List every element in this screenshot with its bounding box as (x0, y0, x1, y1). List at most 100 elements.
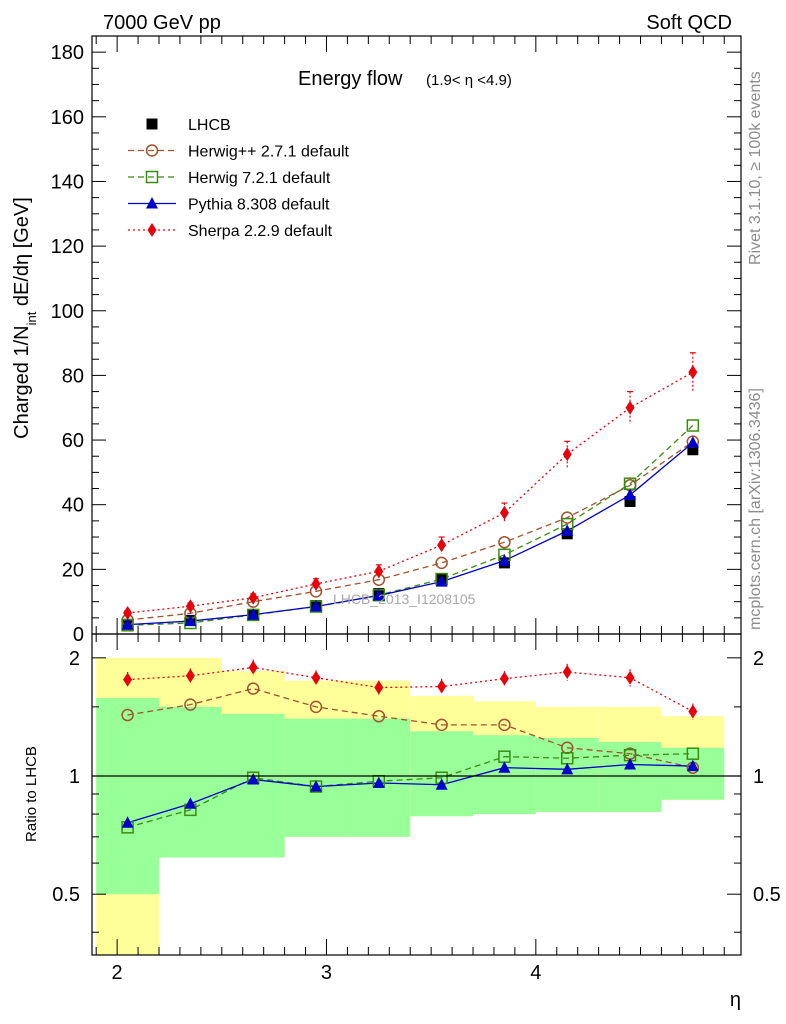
ratio-frame (91, 633, 742, 956)
legend: LHCB Herwig++ 2.7.1 default Herwig 7.2.1 d… (128, 117, 350, 240)
legend-marker-sherpa-2-2-9-default (147, 223, 157, 237)
mcplots-side-text: mcplots.cern.ch [arXiv:1306.3436] (747, 388, 764, 630)
pythia-8-308-default-line (127, 442, 694, 626)
sherpa-2-2-9-default-ratio-point (437, 679, 447, 694)
lhcb-point (687, 444, 699, 456)
pythia-8-308-default-ratio-point (624, 757, 637, 770)
pythia-8-308-default-point (624, 488, 637, 501)
top-ytick-label: 0 (73, 624, 84, 646)
herwig-2-7-1-default-ratio-line (127, 687, 693, 769)
sherpa-2-2-9-default-point (185, 599, 195, 614)
pythia-8-308-default-ratio-point (184, 797, 197, 809)
top-ytick-label: 100 (51, 301, 84, 323)
herwig-2-7-1-default-point (498, 535, 511, 549)
x-tick-label: 2 (112, 962, 123, 984)
herwig-2-7-1-default-ratio-point (372, 709, 386, 723)
ratio-series-markers (121, 659, 700, 834)
green-band-bin (598, 742, 662, 812)
sherpa-2-2-9-default-line (127, 371, 694, 614)
header-right: Soft QCD (646, 12, 732, 34)
green-band-bin (410, 731, 474, 817)
herwig-2-7-1-default-point (560, 511, 574, 524)
legend-label-sherpa-2-2-9-default: Sherpa 2.2.9 default (188, 223, 333, 240)
sherpa-2-2-9-default-ratio-point (248, 660, 258, 675)
pythia-8-308-default-ratio-point (121, 816, 134, 828)
legend-marker-lhcb (146, 118, 158, 130)
lhcb-point (624, 495, 636, 507)
pythia-8-308-default-point (184, 614, 197, 627)
legend-marker-pythia-8-308-default (146, 197, 158, 209)
pythia-8-308-default-point (435, 575, 448, 587)
sherpa-2-2-9-default-point (562, 447, 572, 462)
ratio-ytick-label-left: 0.5 (52, 884, 80, 906)
pythia-8-308-default-point (310, 600, 323, 612)
pythia-8-308-default-ratio-point (561, 762, 574, 775)
legend-marker-herwig-2-7-1-default (145, 144, 159, 157)
green-band-bin (473, 735, 536, 815)
legend-label-herwig-2-7-1-default: Herwig++ 2.7.1 default (188, 144, 350, 161)
top-series-lines (127, 371, 694, 626)
sherpa-2-2-9-default-point (248, 590, 258, 605)
sherpa-2-2-9-default-point (123, 605, 133, 620)
sherpa-2-2-9-default-ratio-point (499, 671, 509, 686)
sherpa-2-2-9-default-point (311, 576, 321, 591)
top-ytick-label: 160 (51, 107, 84, 129)
sherpa-2-2-9-default-ratio-point (688, 704, 698, 719)
sherpa-2-2-9-default-point (437, 538, 447, 553)
green-band-bin (158, 706, 222, 858)
sherpa-2-2-9-default-ratio-point (625, 670, 635, 685)
herwig-2-7-1-default-ratio-point (435, 718, 448, 732)
x-axis-label: η (730, 989, 741, 1011)
pythia-8-308-default-ratio-line (127, 763, 693, 824)
top-series-markers (121, 352, 700, 632)
herwig-2-7-1-default-ratio-point (121, 708, 134, 722)
top-ylabel-main: Charged 1/N (11, 325, 33, 438)
ratio-ytick-label-left: 2 (69, 648, 80, 670)
green-band-bin (221, 713, 285, 858)
pythia-8-308-default-ratio-point (247, 772, 260, 785)
ratio-ytick-label-right: 0.5 (753, 884, 781, 906)
green-band-bin (284, 718, 348, 837)
ratio-uncertainty-bands (96, 657, 725, 955)
legend-label-herwig-7-2-1-default: Herwig 7.2.1 default (188, 170, 331, 187)
herwig-2-7-1-default-ratio-point (309, 700, 323, 714)
x-tick-label: 4 (530, 962, 541, 984)
rivet-side-text: Rivet 3.1.10, ≥ 100k events (747, 71, 764, 265)
header-left: 7000 GeV pp (103, 12, 221, 34)
pythia-8-308-default-ratio-point (498, 761, 511, 773)
herwig-2-7-1-default-ratio-point (498, 718, 511, 732)
top-ylabel-sub: int (24, 311, 39, 325)
pythia-8-308-default-point (372, 589, 385, 601)
sherpa-2-2-9-default-ratio-point (311, 670, 321, 685)
herwig-2-7-1-default-line (127, 441, 694, 621)
legend-label-pythia-8-308-default: Pythia 8.308 default (188, 197, 330, 214)
pythia-8-308-default-point (686, 436, 699, 448)
top-ytick-label: 180 (51, 42, 84, 64)
sherpa-2-2-9-default-point (499, 505, 509, 520)
top-ytick-label: 80 (62, 365, 84, 387)
sherpa-2-2-9-default-ratio-point (185, 668, 195, 683)
top-ytick-label: 140 (51, 171, 84, 193)
sherpa-2-2-9-default-point (625, 400, 635, 415)
pythia-8-308-default-point (247, 608, 260, 620)
ratio-ytick-label-right: 1 (753, 766, 764, 788)
top-ylabel-rest: dE/dη [GeV] (11, 197, 33, 312)
chart-subtitle: (1.9< η <4.9) (426, 72, 512, 89)
top-ytick-label: 60 (62, 430, 84, 452)
top-ytick-label: 120 (51, 236, 84, 258)
herwig-2-7-1-default-point (435, 556, 448, 570)
analysis-watermark: LHCB_2013_I1208105 (333, 591, 476, 607)
ratio-axes: 0.5 0.5 1 1 2 2 2 3 4 (52, 633, 781, 984)
top-ytick-label: 40 (62, 495, 84, 517)
pythia-8-308-default-point (121, 618, 134, 630)
pythia-8-308-default-ratio-point (686, 759, 699, 772)
green-band-bin (96, 698, 159, 895)
pythia-8-308-default-point (498, 554, 511, 566)
legend-label-lhcb: LHCB (188, 117, 231, 134)
sherpa-2-2-9-default-ratio-point (562, 665, 572, 680)
top-ylabel: Charged 1/Nint dE/dη [GeV] (11, 197, 39, 439)
herwig-7-2-1-default-point (686, 419, 700, 432)
sherpa-2-2-9-default-ratio-point (123, 672, 133, 687)
sherpa-2-2-9-default-ratio-point (374, 680, 384, 695)
